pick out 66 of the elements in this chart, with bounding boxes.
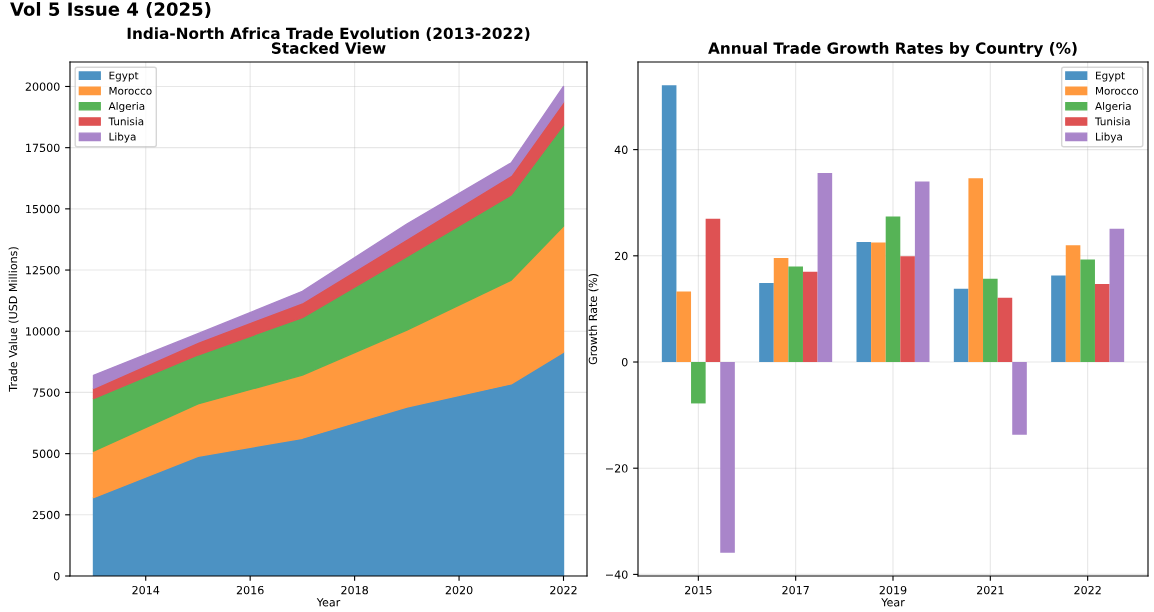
bar: [871, 242, 886, 363]
x-axis-title: Year: [881, 598, 905, 607]
y-tick-label: 15000: [26, 204, 60, 214]
x-tick-label: 2022: [550, 585, 577, 595]
bar: [720, 362, 735, 553]
bar: [953, 288, 969, 363]
bar: [759, 282, 774, 363]
x-axis-title: Year: [316, 598, 341, 607]
y-tick-label: −40: [606, 570, 628, 579]
legend-label: Egypt: [109, 71, 139, 82]
legend-label: Libya: [1096, 132, 1122, 143]
y-tick-label: 10000: [26, 327, 60, 336]
y-tick-label: 20000: [25, 82, 60, 91]
y-tick-label: 0: [621, 357, 628, 367]
bar: [788, 266, 803, 363]
y-tick-label: 12500: [26, 266, 60, 275]
legend-label: Egypt: [1096, 71, 1125, 82]
x-tick-label: 2015: [685, 585, 712, 595]
legend-label: Libya: [109, 132, 136, 143]
bar: [661, 85, 677, 363]
y-tick-label: 7500: [32, 388, 60, 397]
legend-label: Tunisia: [108, 117, 144, 126]
bar: [914, 181, 930, 363]
bar: [900, 256, 915, 363]
x-tick-label: 2022: [1074, 585, 1101, 595]
legend-label: Algeria: [1095, 101, 1131, 113]
bar: [1094, 283, 1110, 363]
bar: [885, 216, 901, 363]
bar: [676, 291, 692, 363]
x-tick-label: 2019: [879, 585, 907, 595]
legend-label: Morocco: [109, 86, 152, 95]
y-tick-label: −20: [606, 464, 628, 473]
bar: [856, 242, 872, 363]
chart-title: Annual Trade Growth Rates by Country (%): [708, 42, 1077, 57]
y-axis-title: Growth Rate (%): [588, 273, 599, 365]
bar: [1080, 259, 1095, 363]
bar: [705, 218, 721, 363]
text: Vol 5 Issue 4 (2025): [10, 2, 211, 19]
y-tick-label: 40: [614, 145, 628, 154]
x-tick-label: 2017: [782, 585, 809, 595]
x-tick-label: 2021: [977, 585, 1004, 595]
bar: [1051, 275, 1066, 363]
y-tick-label: 2500: [32, 510, 60, 520]
bar: [1012, 362, 1027, 435]
bar: [983, 278, 998, 363]
x-tick-label: 2020: [445, 585, 473, 595]
legend-label: Tunisia: [1094, 117, 1130, 126]
bar: [802, 271, 818, 363]
bar: [817, 172, 833, 363]
bar: [773, 257, 789, 363]
bar: [997, 297, 1013, 363]
y-tick-label: 20: [614, 251, 628, 261]
y-axis-title: Trade Value (USD Millions): [8, 247, 19, 392]
y-tick-label: 0: [53, 571, 60, 581]
chart-title: India-North Africa Trade Evolution (2013-2022) Stacked View: [127, 27, 530, 54]
bar: [1109, 228, 1125, 363]
bar: [968, 178, 984, 363]
y-tick-label: 17500: [26, 143, 60, 153]
y-tick-label: 5000: [32, 449, 60, 458]
x-tick-label: 2016: [236, 585, 264, 595]
x-tick-label: 2014: [132, 585, 160, 595]
bar: [1065, 245, 1081, 363]
x-tick-label: 2018: [341, 585, 368, 595]
bar: [691, 362, 706, 404]
legend-label: Algeria: [108, 101, 145, 113]
legend-label: Morocco: [1096, 86, 1139, 95]
